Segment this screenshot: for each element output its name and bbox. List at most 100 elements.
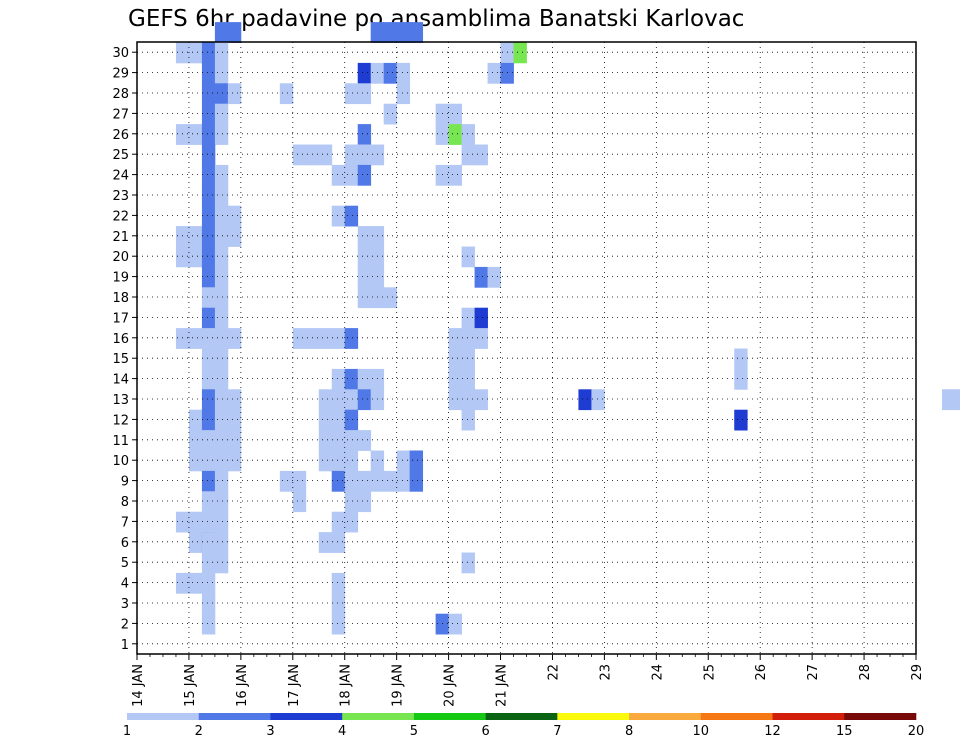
heatmap-cell (396, 83, 411, 105)
heatmap-cell (435, 164, 449, 186)
x-tick-label: 18 JAN (339, 664, 354, 707)
heatmap-cell (331, 430, 346, 451)
heatmap-cell (201, 470, 216, 492)
x-tick-label: 28 (858, 664, 873, 681)
heatmap-cell (279, 83, 294, 105)
heatmap-cell (591, 389, 605, 411)
y-tick-label: 5 (121, 556, 129, 571)
heatmap-cell (461, 144, 475, 166)
heatmap-cell (331, 511, 346, 533)
heatmap-cell (227, 226, 242, 247)
heatmap-cell (201, 389, 216, 411)
x-tick-label: 29 (910, 664, 925, 681)
y-tick-label: 2 (121, 617, 129, 632)
heatmap-cell (409, 470, 424, 492)
heatmap-cell (175, 124, 190, 145)
y-tick-label: 24 (112, 169, 129, 184)
heatmap-cell (227, 430, 242, 451)
heatmap-cell (357, 430, 372, 451)
colorbar-label: 20 (908, 724, 925, 739)
heatmap-cell (500, 62, 514, 84)
heatmap-cell (734, 368, 748, 390)
x-tick-label: 24 (650, 664, 665, 681)
y-tick-label: 14 (112, 373, 129, 388)
heatmap-cell (201, 266, 216, 288)
heatmap-cell (461, 307, 475, 329)
y-axis: 1234567891011121314151617181920212223242… (112, 46, 137, 653)
colorbar-label: 4 (338, 724, 346, 739)
y-tick-label: 9 (121, 475, 129, 490)
heatmap-cell (331, 470, 346, 492)
heatmap-cell (331, 205, 346, 227)
heatmap-cell (292, 470, 307, 492)
y-tick-label: 15 (112, 352, 129, 367)
heatmap-cell (435, 124, 449, 145)
heatmap-cell (188, 246, 203, 268)
heatmap-cell (188, 328, 203, 349)
y-tick-label: 4 (121, 577, 129, 592)
colorbar-label: 10 (693, 724, 710, 739)
heatmap-cell (357, 246, 372, 268)
heatmap-cell (292, 491, 307, 513)
heatmap-cell (279, 470, 294, 492)
heatmap-cell (578, 389, 592, 411)
heatmap-cell (201, 613, 216, 635)
heatmap-cell (474, 389, 488, 411)
heatmap-cell (227, 450, 242, 472)
x-tick-label: 25 (702, 664, 717, 681)
heatmap-cell (214, 470, 229, 492)
heatmap-cell (201, 552, 216, 574)
heatmap-cell (175, 42, 190, 64)
y-tick-label: 11 (112, 434, 129, 449)
heatmap-cell (370, 246, 385, 268)
y-tick-label: 1 (121, 638, 129, 653)
heatmap-cell (331, 368, 346, 390)
heatmap-cell (500, 42, 514, 64)
heatmap-cell (487, 266, 501, 288)
heatmap-cell (474, 328, 488, 349)
y-tick-label: 30 (112, 46, 129, 61)
heatmap-cell (474, 266, 488, 288)
heatmap-cell (201, 328, 216, 349)
colorbar-segment (270, 713, 343, 720)
heatmap-cell (370, 368, 385, 390)
y-tick-label: 28 (112, 87, 129, 102)
heatmap-cell (292, 144, 307, 166)
heatmap-cell (344, 409, 359, 431)
heatmap-cell (357, 144, 372, 166)
heatmap-cell (344, 205, 359, 227)
heatmap-cell (370, 389, 385, 411)
heatmap-cell (734, 348, 748, 370)
heatmap-cell (383, 62, 398, 84)
heatmap-cell (318, 450, 333, 472)
heatmap-cell (201, 409, 216, 431)
heatmap-cell (214, 287, 229, 309)
colorbar-label: 5 (410, 724, 418, 739)
heatmap-cell (344, 430, 359, 451)
heatmap-cell (435, 613, 449, 635)
x-tick-label: 17 JAN (287, 664, 302, 707)
heatmap-cell (188, 42, 203, 64)
heatmap-cell (201, 593, 216, 615)
y-tick-label: 19 (112, 271, 129, 286)
heatmap-cell (214, 430, 229, 451)
heatmap-cell (344, 144, 359, 166)
x-tick-label: 26 (754, 664, 769, 681)
heatmap-cell (201, 348, 216, 370)
colorbar-label: 1 (123, 724, 131, 739)
heatmap-cell (201, 83, 216, 105)
heatmap-cell (318, 532, 333, 553)
heatmap-cell (370, 287, 385, 309)
heatmap-cell (344, 368, 359, 390)
heatmap-cell (214, 164, 229, 186)
heatmap-cell (734, 409, 748, 431)
heatmap-cell (383, 22, 398, 43)
heatmap-cell (227, 83, 242, 105)
x-tick-label: 15 JAN (183, 664, 198, 707)
plot-frame (136, 41, 917, 655)
heatmap-cell (409, 450, 424, 472)
y-tick-label: 6 (121, 536, 129, 551)
heatmap-cell (188, 430, 203, 451)
heatmap-cell (227, 205, 242, 227)
